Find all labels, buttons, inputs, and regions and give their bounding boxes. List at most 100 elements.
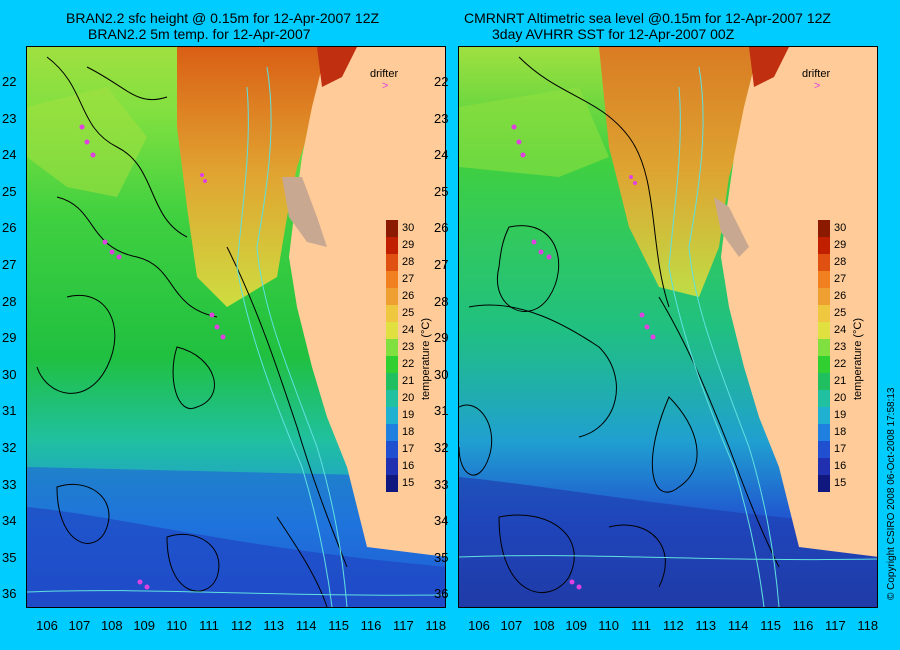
longitude-label: 107 xyxy=(500,618,523,633)
colorbar-tick-label: 20 xyxy=(402,392,415,404)
colorbar-segment xyxy=(818,441,830,458)
longitude-label: 115 xyxy=(760,618,781,633)
longitude-label: 112 xyxy=(231,618,252,633)
colorbar-tick-label: 16 xyxy=(834,460,847,472)
longitude-label: 109 xyxy=(565,618,588,633)
latitude-label: 26 xyxy=(2,220,17,236)
colorbar-segment xyxy=(818,339,830,356)
colorbar-tick-label: 18 xyxy=(834,426,847,438)
colorbar-segment xyxy=(818,220,830,237)
colorbar-segment xyxy=(386,322,398,339)
colorbar-tick-label: 24 xyxy=(834,324,847,336)
colorbar-tick-label: 28 xyxy=(834,256,847,268)
colorbar-tick-label: 26 xyxy=(834,290,847,302)
drifter-label: drifter xyxy=(802,68,831,80)
colorbar-segment xyxy=(386,305,398,322)
colorbar-segment xyxy=(818,271,830,288)
colorbar-tick-label: 22 xyxy=(834,358,847,370)
colorbar-segment xyxy=(386,254,398,271)
colorbar-segment xyxy=(818,356,830,373)
longitude-label: 113 xyxy=(263,618,285,633)
latitude-label: 23 xyxy=(2,110,17,126)
right-drifter-legend: drifter > xyxy=(802,68,830,92)
left-title-line2: BRAN2.2 5m temp. for 12-Apr-2007 xyxy=(88,26,311,42)
latitude-label: 25 xyxy=(434,183,449,199)
colorbar-segment xyxy=(818,407,830,424)
colorbar-tick-label: 17 xyxy=(402,443,415,455)
left-drifter-legend: drifter > xyxy=(370,68,398,92)
longitude-label: 117 xyxy=(825,618,846,633)
longitude-label: 117 xyxy=(393,618,414,633)
latitude-label: 36 xyxy=(434,586,449,602)
longitude-label: 116 xyxy=(792,618,814,633)
latitude-label: 35 xyxy=(434,549,449,565)
colorbar-tick-label: 17 xyxy=(834,443,847,455)
latitude-label: 32 xyxy=(434,440,449,455)
right-title-line1: CMRNRT Altimetric sea level @0.15m for 1… xyxy=(464,10,831,26)
colorbar-tick-label: 15 xyxy=(402,477,415,489)
longitude-label: 108 xyxy=(100,618,123,633)
latitude-label: 31 xyxy=(434,403,449,419)
right-title-line2: 3day AVHRR SST for 12-Apr-2007 00Z xyxy=(492,26,735,42)
longitude-label: 106 xyxy=(36,618,58,633)
colorbar-segment xyxy=(818,373,830,390)
colorbar-segment xyxy=(386,339,398,356)
latitude-label: 36 xyxy=(2,586,17,602)
left-map-panel xyxy=(26,46,446,608)
colorbar-segment xyxy=(386,271,398,288)
drifter-arrow-icon: > xyxy=(382,80,389,92)
colorbar-segment xyxy=(386,424,398,441)
longitude-label: 106 xyxy=(468,618,490,633)
colorbar-tick-label: 23 xyxy=(402,341,415,353)
colorbar-segment xyxy=(386,373,398,390)
colorbar-segment xyxy=(818,254,830,271)
colorbar-segment xyxy=(386,458,398,475)
latitude-label: 25 xyxy=(2,183,17,199)
colorbar-segment xyxy=(818,322,830,339)
latitude-label: 34 xyxy=(434,513,449,529)
left-map-svg xyxy=(27,47,445,607)
colorbar-segment xyxy=(818,237,830,254)
colorbar-tick-label: 20 xyxy=(834,392,847,404)
longitude-label: 108 xyxy=(532,618,555,633)
left-title-line1: BRAN2.2 sfc height @ 0.15m for 12-Apr-20… xyxy=(66,10,380,26)
right-map-panel xyxy=(458,46,878,608)
latitude-label: 27 xyxy=(434,257,449,272)
latitude-label: 23 xyxy=(434,110,449,126)
colorbar-segment xyxy=(386,441,398,458)
longitude-label: 111 xyxy=(631,618,651,633)
latitude-label: 29 xyxy=(2,330,17,346)
latitude-label: 31 xyxy=(2,403,17,419)
latitude-label: 34 xyxy=(2,513,17,529)
colorbar-tick-label: 29 xyxy=(402,239,415,251)
colorbar-tick-label: 25 xyxy=(834,307,847,319)
longitude-label: 109 xyxy=(133,618,156,633)
colorbar-tick-label: 25 xyxy=(402,307,415,319)
colorbar-tick-label: 22 xyxy=(402,358,415,370)
longitude-label: 107 xyxy=(68,618,91,633)
colorbar-segment xyxy=(386,407,398,424)
colorbar-segment xyxy=(818,305,830,322)
longitude-label: 111 xyxy=(199,618,219,633)
latitude-label: 22 xyxy=(434,74,449,89)
latitude-label: 24 xyxy=(2,147,17,163)
longitude-label: 115 xyxy=(328,618,349,633)
colorbar-segment xyxy=(386,220,398,237)
latitude-label: 22 xyxy=(2,74,17,89)
colorbar-axis-label: temperature (°C) xyxy=(420,317,432,400)
latitude-label: 35 xyxy=(2,549,17,565)
latitude-label: 30 xyxy=(2,366,17,382)
colorbar-segment xyxy=(386,390,398,407)
longitude-label: 112 xyxy=(663,618,684,633)
colorbar-tick-label: 21 xyxy=(834,375,847,387)
colorbar-segment xyxy=(818,288,830,305)
longitude-label: 114 xyxy=(727,618,749,633)
latitude-label: 33 xyxy=(2,476,17,492)
latitude-label: 26 xyxy=(434,220,449,236)
colorbar-segment xyxy=(386,356,398,373)
colorbar-tick-label: 24 xyxy=(402,324,415,336)
colorbar-segment xyxy=(818,458,830,475)
longitude-label: 116 xyxy=(360,618,382,633)
longitude-label: 118 xyxy=(857,618,879,633)
colorbar-tick-label: 30 xyxy=(834,222,847,234)
